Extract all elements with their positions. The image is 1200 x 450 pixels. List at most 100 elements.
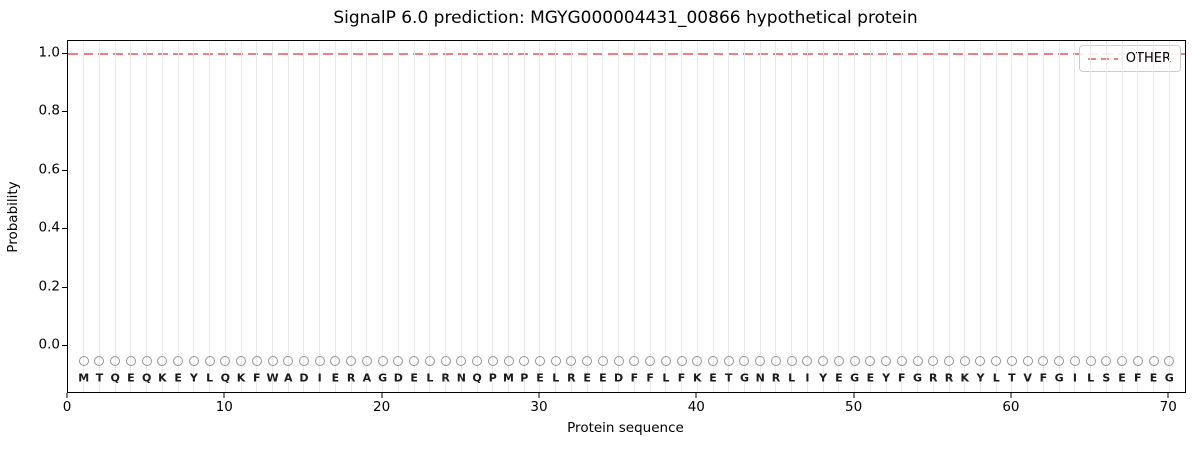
- residue-marker-15: [298, 355, 309, 366]
- residue-letter-68: F: [1134, 371, 1142, 385]
- residue-marker-25: [456, 355, 467, 366]
- residue-marker-23: [424, 355, 435, 366]
- residue-letter-22: E: [410, 371, 418, 385]
- x-tick-20: [381, 393, 383, 398]
- residue-marker-40: [692, 355, 703, 366]
- residue-letter-40: K: [693, 371, 702, 385]
- residue-letter-57: K: [960, 371, 969, 385]
- residue-marker-41: [708, 355, 719, 366]
- grid-line-residue-9: [209, 41, 211, 392]
- grid-line-residue-42: [728, 41, 730, 392]
- residue-marker-14: [283, 355, 294, 366]
- x-tick-60: [1010, 393, 1012, 398]
- residue-marker-48: [818, 355, 829, 366]
- other-probability-line: [68, 52, 1185, 55]
- residue-marker-59: [991, 355, 1002, 366]
- grid-line-residue-62: [1042, 41, 1044, 392]
- grid-line-residue-49: [838, 41, 840, 392]
- residue-letter-46: L: [788, 371, 796, 385]
- residue-marker-70: [1164, 355, 1175, 366]
- grid-line-residue-36: [633, 41, 635, 392]
- residue-letter-59: L: [992, 371, 1000, 385]
- grid-line-residue-18: [350, 41, 352, 392]
- residue-marker-54: [912, 355, 923, 366]
- grid-line-residue-3: [114, 41, 116, 392]
- grid-line-residue-55: [932, 41, 934, 392]
- residue-letter-62: F: [1039, 371, 1048, 385]
- x-tick-70: [1167, 393, 1169, 398]
- x-tick-label-40: 40: [687, 399, 705, 415]
- residue-letter-42: T: [724, 371, 733, 385]
- legend-label-other: OTHER: [1125, 51, 1171, 66]
- chart-title: SignalP 6.0 prediction: MGYG000004431_00…: [333, 8, 918, 28]
- grid-line-residue-1: [83, 41, 85, 392]
- grid-line-residue-25: [460, 41, 462, 392]
- residue-letter-16: I: [317, 371, 322, 385]
- residue-letter-51: E: [866, 371, 875, 385]
- residue-letter-27: P: [488, 371, 497, 385]
- grid-line-residue-30: [539, 41, 541, 392]
- grid-line-residue-31: [555, 41, 557, 392]
- grid-line-residue-69: [1153, 41, 1155, 392]
- residue-letter-64: I: [1072, 371, 1077, 385]
- residue-letter-29: P: [520, 371, 529, 385]
- residue-marker-22: [409, 355, 420, 366]
- grid-line-residue-57: [964, 41, 966, 392]
- grid-line-residue-6: [161, 41, 163, 392]
- residue-letter-61: V: [1023, 371, 1032, 385]
- grid-line-residue-34: [602, 41, 604, 392]
- grid-line-residue-67: [1121, 41, 1123, 392]
- residue-marker-62: [1038, 355, 1049, 366]
- y-tick-label-0.8: 0.8: [38, 102, 60, 119]
- x-tick-40: [695, 393, 697, 398]
- residue-letter-58: Y: [976, 371, 985, 385]
- x-tick-10: [223, 393, 225, 398]
- residue-marker-13: [267, 355, 278, 366]
- residue-marker-31: [550, 355, 561, 366]
- grid-line-residue-19: [366, 41, 368, 392]
- grid-line-residue-54: [917, 41, 919, 392]
- residue-marker-50: [849, 355, 860, 366]
- grid-line-residue-58: [979, 41, 981, 392]
- residue-marker-29: [519, 355, 530, 366]
- residue-marker-47: [802, 355, 813, 366]
- residue-letter-55: R: [929, 371, 938, 385]
- y-tick-label-0.4: 0.4: [38, 219, 60, 236]
- residue-letter-13: W: [266, 371, 279, 385]
- grid-line-residue-47: [806, 41, 808, 392]
- grid-line-residue-27: [492, 41, 494, 392]
- grid-line-residue-50: [854, 41, 856, 392]
- residue-letter-65: L: [1087, 371, 1095, 385]
- residue-marker-12: [251, 355, 262, 366]
- y-tick-label-1.0: 1.0: [38, 43, 60, 60]
- residue-marker-27: [487, 355, 498, 366]
- grid-line-residue-53: [901, 41, 903, 392]
- residue-marker-33: [582, 355, 593, 366]
- residue-letter-66: S: [1102, 371, 1111, 385]
- x-tick-label-60: 60: [1002, 399, 1020, 415]
- grid-line-residue-11: [240, 41, 242, 392]
- grid-line-residue-28: [508, 41, 509, 392]
- residue-marker-53: [896, 355, 907, 366]
- residue-letter-60: T: [1008, 371, 1016, 385]
- x-tick-label-30: 30: [530, 399, 548, 415]
- residue-letter-36: F: [630, 371, 639, 385]
- grid-line-residue-48: [822, 41, 824, 392]
- residue-marker-65: [1085, 355, 1096, 366]
- y-tick-0.6: [62, 169, 67, 171]
- grid-line-residue-22: [413, 41, 415, 392]
- residue-letter-19: A: [362, 371, 372, 385]
- residue-marker-52: [881, 355, 892, 366]
- x-tick-0: [66, 393, 68, 398]
- x-tick-label-50: 50: [845, 399, 863, 415]
- residue-letter-35: D: [614, 371, 624, 385]
- residue-marker-24: [440, 355, 451, 366]
- residue-marker-38: [660, 355, 671, 366]
- grid-line-residue-65: [1090, 41, 1092, 392]
- residue-marker-11: [236, 355, 247, 366]
- x-tick-30: [538, 393, 540, 398]
- residue-letter-26: Q: [472, 371, 482, 385]
- residue-marker-37: [645, 355, 656, 366]
- x-tick-label-10: 10: [215, 399, 233, 415]
- residue-letter-52: Y: [882, 371, 891, 385]
